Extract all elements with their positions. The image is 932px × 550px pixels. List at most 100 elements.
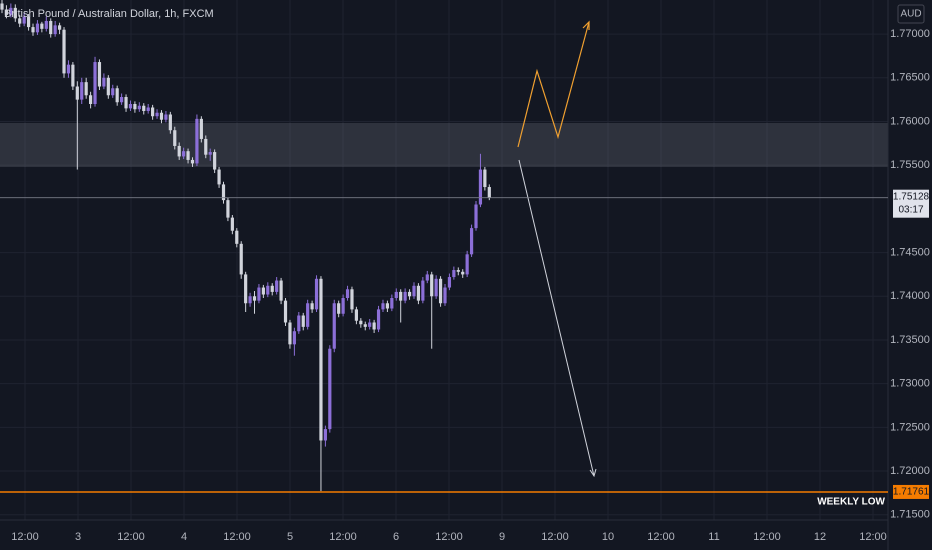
y-tick-label: 1.73500 [890,334,930,346]
y-tick-label: 1.72000 [890,465,930,477]
x-tick-label: 11 [708,531,719,543]
x-tick-label: 12:00 [329,531,357,543]
candle-body [49,20,53,35]
candle-body [261,287,265,295]
candle-body [173,130,177,146]
candle-body [80,82,84,100]
candle-body [407,291,412,297]
candle-body [217,169,221,185]
candle-body [75,86,79,100]
candle-body [235,230,239,244]
x-tick-label: 12:00 [117,531,145,543]
candle-body [279,280,283,301]
candle-body [22,16,26,24]
current-price-tag [893,189,929,218]
candle-body [244,274,248,304]
candle-body [469,228,474,255]
candle-body [328,348,332,430]
candle-body [18,18,22,24]
candle-body [71,64,75,87]
candle-body [115,88,119,103]
y-tick-label: 1.73000 [890,378,930,390]
candle-body [319,278,323,441]
candle-body [13,7,17,19]
candle-body [416,285,421,301]
candle-body [376,309,381,330]
y-tick-label: 1.74000 [890,290,930,302]
candle-body [399,291,403,301]
candle-body [155,112,159,117]
candle-body [102,77,106,87]
candle-body [204,138,208,155]
candle-body [341,298,345,314]
candle-body [403,291,407,301]
candle-body [31,27,35,33]
overlay: 1.75128 03:17 1.71761 WEEKLY LOW [0,189,930,508]
candle-body [44,20,48,29]
x-tick-label: 5 [287,531,293,543]
arrowhead [589,468,597,478]
candle-body [168,114,172,131]
level-name: WEEKLY LOW [817,497,885,508]
candle-body [266,285,270,295]
candle-body [111,88,115,96]
candle-body [248,296,252,304]
arrowhead [582,20,590,30]
bearish-projection [518,159,595,477]
x-tick-label: 12:00 [647,531,675,543]
candle-body [306,303,310,327]
candle-body [452,270,456,278]
candle-body [142,105,146,111]
candle-body [124,97,128,109]
candle-body [195,118,199,164]
candle-body [137,105,141,110]
countdown: 03:17 [898,204,923,215]
currency-badge[interactable] [897,4,925,24]
candle-body [257,287,261,301]
candle-body [372,322,376,330]
candle-body [385,303,390,309]
candle-body [146,107,150,111]
candle-body [66,64,71,74]
x-tick-label: 12:00 [859,531,887,543]
y-tick-label: 1.75500 [890,159,930,171]
candle-body [151,107,155,117]
candle-body [456,270,460,272]
candle-body [483,169,487,188]
candle-body [301,315,305,327]
candle-body [270,285,274,292]
level-tag [893,484,929,499]
candle-body [275,280,279,292]
candle-body [421,280,425,301]
candle-body [57,25,62,30]
currency: AUD [900,9,921,20]
candle-body [53,25,57,35]
candle-body [252,296,257,301]
candle-body [128,104,133,109]
candle-body [368,322,372,327]
candle-body [4,9,9,15]
y-tick-label: 1.76000 [890,115,930,127]
candle-body [345,289,350,299]
candle-body [425,274,429,281]
level-price: 1.71761 [893,487,930,498]
candle-body [359,320,363,325]
candle-body [0,3,4,10]
candle-body [239,243,243,275]
x-tick-label: 12:00 [753,531,781,543]
grid [0,0,888,520]
candle-body [93,62,97,104]
candle-body [164,114,168,120]
candle-body [199,118,203,139]
candle-body [40,23,44,29]
candle-body [177,145,181,157]
x-tick-label: 12:00 [11,531,39,543]
candle-body [62,29,66,74]
candle-body [159,112,164,120]
candle-body [97,62,102,87]
y-tick-label: 1.77000 [890,28,930,40]
x-tick-label: 10 [602,531,614,543]
x-tick-label: 9 [499,531,505,543]
